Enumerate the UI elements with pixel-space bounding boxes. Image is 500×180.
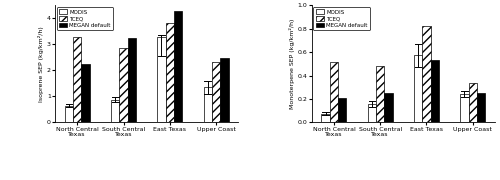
- Bar: [376, 66, 384, 122]
- Legend: MODIS, TCEQ, MEGAN default: MODIS, TCEQ, MEGAN default: [56, 7, 113, 30]
- Bar: [338, 98, 346, 122]
- Bar: [204, 87, 212, 122]
- Bar: [166, 23, 174, 122]
- Bar: [73, 37, 82, 122]
- Bar: [414, 55, 422, 122]
- Bar: [430, 60, 439, 122]
- Bar: [111, 100, 120, 122]
- Bar: [220, 58, 228, 122]
- Bar: [174, 11, 182, 122]
- Legend: MODIS, TCEQ, MEGAN default: MODIS, TCEQ, MEGAN default: [314, 7, 370, 30]
- Bar: [477, 93, 486, 122]
- Y-axis label: Monoterpene SEP (kg/km²/h): Monoterpene SEP (kg/km²/h): [289, 19, 295, 109]
- Bar: [368, 104, 376, 122]
- Bar: [120, 48, 128, 122]
- Bar: [158, 37, 166, 122]
- Bar: [212, 62, 220, 122]
- Bar: [460, 94, 468, 122]
- Bar: [330, 62, 338, 122]
- Bar: [64, 105, 73, 122]
- Y-axis label: Isoprene SEP (kg/km²/h): Isoprene SEP (kg/km²/h): [38, 26, 44, 102]
- Bar: [128, 38, 136, 122]
- Bar: [384, 93, 392, 122]
- Bar: [322, 114, 330, 122]
- Bar: [468, 83, 477, 122]
- Bar: [82, 64, 90, 122]
- Bar: [422, 26, 430, 122]
